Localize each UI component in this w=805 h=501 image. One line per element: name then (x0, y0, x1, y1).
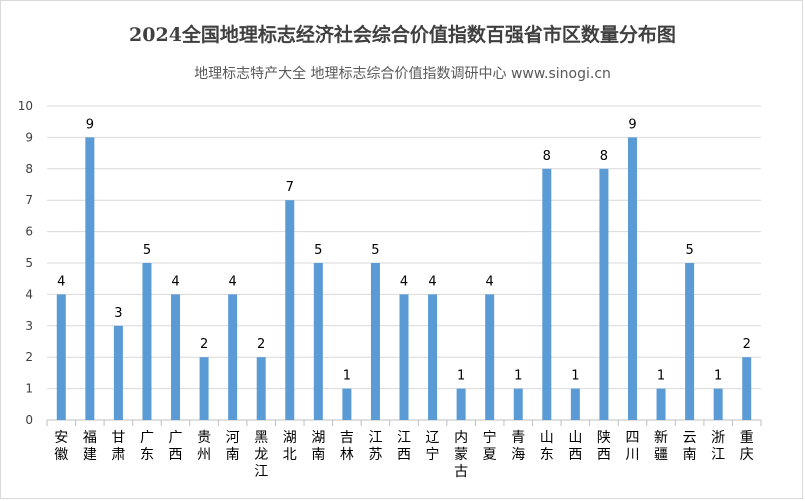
y-tick-label: 2 (25, 350, 33, 364)
y-tick-label: 7 (25, 193, 33, 207)
category-label: 福建 (83, 430, 97, 463)
bar (399, 294, 409, 420)
category-label: 吉林 (340, 430, 354, 463)
data-label: 3 (114, 306, 122, 321)
data-label: 1 (571, 369, 579, 384)
category-label: 内蒙古 (454, 430, 468, 480)
bar (713, 388, 723, 420)
data-label: 1 (657, 369, 665, 384)
y-tick-label: 10 (18, 99, 33, 113)
category-label: 浙江 (711, 430, 725, 463)
bar (485, 294, 495, 420)
bar (113, 325, 123, 420)
category-label: 湖南 (311, 430, 325, 463)
category-label: 甘肃 (111, 430, 125, 463)
category-label: 山东 (540, 430, 554, 463)
bar (656, 388, 666, 420)
data-label: 2 (200, 337, 208, 352)
bar (456, 388, 466, 420)
data-label: 4 (428, 274, 436, 289)
category-label: 青海 (511, 430, 525, 463)
data-label: 4 (228, 274, 236, 289)
y-tick-label: 4 (25, 287, 33, 301)
y-tick-label: 6 (25, 225, 33, 239)
bar (685, 263, 695, 420)
category-label: 重庆 (740, 430, 754, 463)
bar (171, 294, 181, 420)
data-label: 9 (628, 117, 636, 132)
category-label: 湖北 (283, 430, 297, 463)
category-label: 新疆 (654, 430, 668, 463)
bar (85, 137, 95, 420)
data-label: 1 (514, 369, 522, 384)
category-label: 江西 (397, 430, 411, 463)
category-label: 安徽 (54, 430, 68, 463)
data-label: 5 (371, 243, 379, 258)
data-label: 1 (343, 369, 351, 384)
bar (599, 168, 609, 420)
y-tick-label: 1 (25, 382, 33, 396)
data-label: 4 (400, 274, 408, 289)
bar (142, 263, 152, 420)
data-label: 4 (171, 274, 179, 289)
category-label: 广西 (169, 430, 183, 463)
data-label: 2 (743, 337, 751, 352)
data-label: 8 (600, 149, 608, 164)
chart-subtitle: 地理标志特产大全 地理标志综合价值指数调研中心 www.sinogi.cn (194, 66, 611, 82)
bar (370, 263, 380, 420)
bar (742, 357, 752, 420)
bar (627, 137, 637, 420)
data-label: 1 (457, 369, 465, 384)
category-label: 宁夏 (483, 429, 497, 463)
y-tick-label: 8 (25, 162, 33, 176)
bar (342, 388, 352, 420)
category-label: 贵州 (197, 430, 211, 463)
chart-title: 2024全国地理标志经济社会综合价值指数百强省市区数量分布图 (129, 24, 676, 46)
bar (542, 168, 552, 420)
y-tick-label: 3 (25, 319, 33, 333)
category-label: 广东 (140, 430, 154, 463)
data-label: 5 (314, 243, 322, 258)
bar (285, 200, 295, 420)
data-label: 7 (286, 180, 294, 195)
category-label: 黑龙江 (254, 430, 268, 480)
category-label: 陕西 (597, 430, 611, 463)
category-label: 河南 (226, 430, 240, 463)
y-tick-label: 5 (25, 256, 33, 270)
y-tick-label: 0 (25, 413, 33, 427)
data-label: 5 (143, 243, 151, 258)
data-label: 1 (714, 369, 722, 384)
data-label: 2 (257, 337, 265, 352)
data-label: 4 (486, 274, 494, 289)
category-label: 云南 (683, 430, 697, 463)
data-label: 8 (543, 149, 551, 164)
category-label: 山西 (568, 430, 582, 463)
bar (513, 388, 523, 420)
bar (199, 357, 209, 420)
category-label: 江苏 (368, 430, 382, 463)
data-label: 9 (86, 117, 94, 132)
bar (428, 294, 438, 420)
bar (313, 263, 323, 420)
category-label: 辽宁 (426, 430, 440, 463)
bar (56, 294, 66, 420)
bar (570, 388, 580, 420)
y-tick-label: 9 (25, 130, 33, 144)
data-label: 5 (685, 243, 693, 258)
bar (256, 357, 266, 420)
category-label: 四川 (625, 430, 639, 463)
data-label: 4 (57, 274, 65, 289)
bar (228, 294, 238, 420)
